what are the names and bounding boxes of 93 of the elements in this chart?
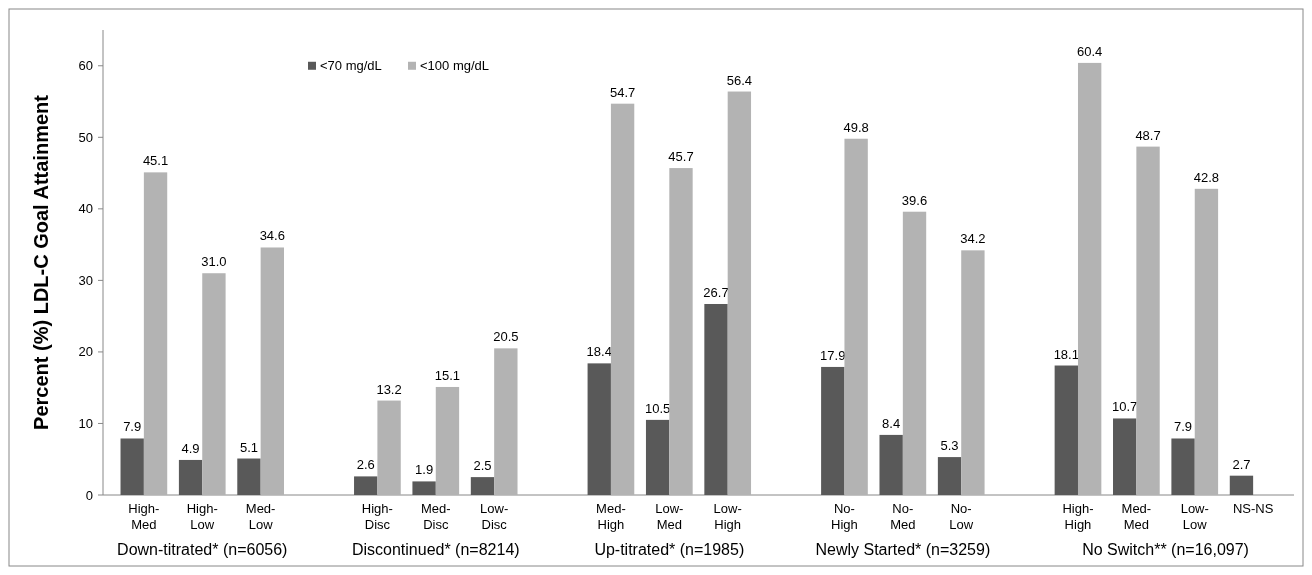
x-tick-label: No-Med <box>890 501 916 532</box>
text: 54.7 <box>609 84 636 100</box>
bar <box>435 386 460 495</box>
text: Discontinued* (n=8214) <box>351 541 520 558</box>
bar <box>1054 365 1078 495</box>
text: 15.1 <box>434 367 461 383</box>
bar <box>470 477 495 495</box>
y-axis-title: Percent (%) LDL-C Goal Attainment <box>30 94 52 430</box>
text: 49.8 <box>843 119 869 135</box>
text: 5.3 <box>940 438 959 454</box>
legend-label: <100 mg/dL <box>420 58 490 74</box>
x-tick-label: No-High <box>831 501 858 532</box>
text: 34.6 <box>259 228 285 244</box>
text: 26.7 <box>703 284 729 300</box>
text: 31.0 <box>201 254 227 270</box>
bar <box>260 247 284 495</box>
y-tick-label: 10 <box>78 416 93 432</box>
bar <box>1194 188 1219 495</box>
x-tick-label: No-Low <box>949 501 974 532</box>
bar <box>494 348 518 495</box>
bar <box>1077 62 1102 495</box>
bar <box>1171 438 1195 495</box>
bar <box>587 363 611 495</box>
text: 45.7 <box>668 149 694 165</box>
bar <box>645 419 670 495</box>
x-tick-label: Low-Med <box>655 501 684 532</box>
bar <box>1229 475 1254 495</box>
bar <box>237 458 261 495</box>
text: Newly Started* (n=3259) <box>815 541 991 558</box>
text: 2.7 <box>1232 456 1251 472</box>
text: 5.1 <box>239 439 258 455</box>
bar <box>377 400 401 495</box>
text: 18.1 <box>1053 346 1079 362</box>
x-tick-label: High-High <box>1062 501 1094 532</box>
text: Up-titrated* (n=1985) <box>594 541 745 558</box>
text: 10.5 <box>644 400 671 416</box>
text: 48.7 <box>1135 127 1161 143</box>
x-tick-label: Med-Med <box>1121 501 1152 532</box>
x-tick-label: Med-Disc <box>420 501 451 532</box>
x-tick-label: High-Low <box>186 501 218 532</box>
text: 2.6 <box>356 457 375 473</box>
x-tick-label: Low-High <box>713 501 742 532</box>
text: Down-titrated* (n=6056) <box>117 541 288 558</box>
bar <box>143 172 168 495</box>
bar <box>879 434 903 495</box>
text: 60.4 <box>1077 43 1103 59</box>
x-tick-label: Low-Disc <box>480 501 509 532</box>
text: 17.9 <box>820 347 846 363</box>
bar <box>844 138 868 495</box>
text: 4.9 <box>181 440 200 456</box>
y-tick-label: 30 <box>78 272 93 288</box>
bar <box>1113 418 1137 495</box>
text: 2.5 <box>473 458 492 474</box>
bar <box>120 438 144 495</box>
y-tick-label: 40 <box>78 201 93 217</box>
y-tick-label: 50 <box>78 129 93 145</box>
text: 56.4 <box>726 72 753 88</box>
x-tick-label: Low-Low <box>1180 501 1209 532</box>
text: 39.6 <box>901 192 928 208</box>
y-tick-label: 60 <box>78 58 93 74</box>
bar <box>1136 146 1160 495</box>
text: 20.5 <box>493 329 519 345</box>
text: 7.9 <box>1174 419 1193 435</box>
bar <box>412 481 436 495</box>
x-tick-label: Med-Low <box>245 501 276 532</box>
text: 8.4 <box>882 415 901 431</box>
legend-label: <70 mg/dL <box>320 58 382 74</box>
text: 45.1 <box>142 153 169 169</box>
text: 10.7 <box>1112 399 1138 415</box>
bar <box>902 211 927 495</box>
bar <box>937 457 962 495</box>
text: 34.2 <box>960 231 986 247</box>
text: No Switch** (n=16,097) <box>1082 541 1249 558</box>
text: 1.9 <box>415 462 434 478</box>
text: 42.8 <box>1193 169 1220 185</box>
bar <box>821 366 845 495</box>
bar <box>610 103 635 495</box>
bar <box>202 273 226 495</box>
bar <box>727 91 752 495</box>
y-tick-label: 20 <box>78 344 93 360</box>
text: 18.4 <box>586 344 612 360</box>
bar <box>961 250 985 495</box>
x-tick-label: Med-High <box>596 501 626 532</box>
bar <box>354 476 378 495</box>
bar <box>178 459 203 495</box>
x-tick-label: High-Med <box>128 501 160 532</box>
y-tick-label: 0 <box>85 487 93 503</box>
text: 13.2 <box>376 381 402 397</box>
bar <box>704 303 728 495</box>
x-tick-label: NS-NS <box>1232 501 1274 516</box>
text: 7.9 <box>123 419 142 435</box>
bar <box>669 168 693 495</box>
x-tick-label: High-Disc <box>361 501 393 532</box>
